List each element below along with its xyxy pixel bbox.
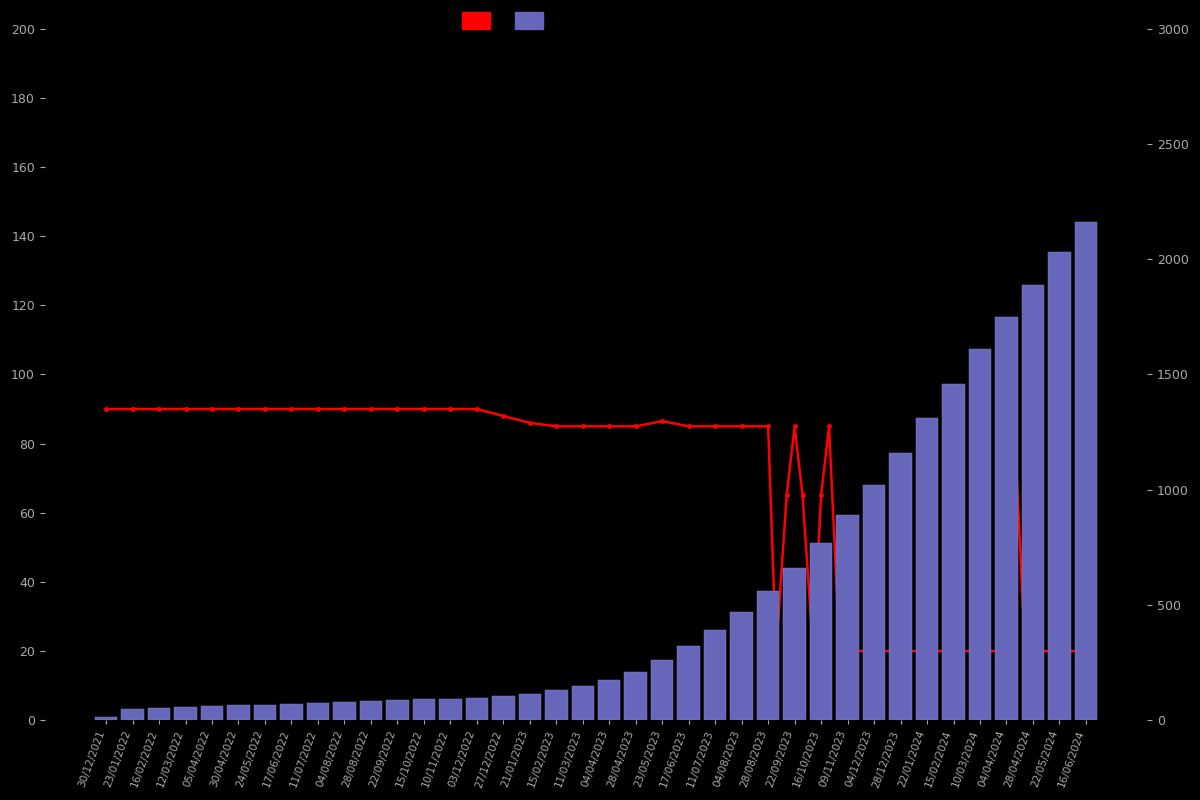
Bar	[810, 542, 833, 720]
Bar	[200, 706, 223, 720]
Bar	[334, 702, 355, 720]
Bar	[307, 702, 329, 720]
Bar	[916, 418, 938, 720]
Bar	[836, 515, 859, 720]
Bar	[545, 690, 568, 720]
Bar	[863, 485, 886, 720]
Bar	[174, 707, 197, 720]
Bar	[757, 591, 779, 720]
Bar	[466, 698, 488, 720]
Bar	[624, 672, 647, 720]
Bar	[518, 694, 541, 720]
Bar	[281, 703, 302, 720]
Bar	[704, 630, 726, 720]
Bar	[492, 696, 515, 720]
Bar	[121, 709, 144, 720]
Bar	[227, 705, 250, 720]
Bar	[360, 701, 382, 720]
Bar	[439, 698, 462, 720]
Bar	[95, 717, 118, 720]
Bar	[968, 349, 991, 720]
Bar	[1075, 222, 1097, 720]
Bar	[731, 612, 752, 720]
Legend: , : ,	[457, 8, 558, 34]
Bar	[413, 699, 436, 720]
Bar	[571, 686, 594, 720]
Bar	[148, 707, 170, 720]
Bar	[1048, 252, 1070, 720]
Bar	[253, 705, 276, 720]
Bar	[995, 317, 1018, 720]
Bar	[1021, 285, 1044, 720]
Bar	[650, 660, 673, 720]
Bar	[678, 646, 700, 720]
Bar	[942, 384, 965, 720]
Bar	[889, 453, 912, 720]
Bar	[784, 568, 806, 720]
Bar	[598, 680, 620, 720]
Bar	[386, 700, 409, 720]
